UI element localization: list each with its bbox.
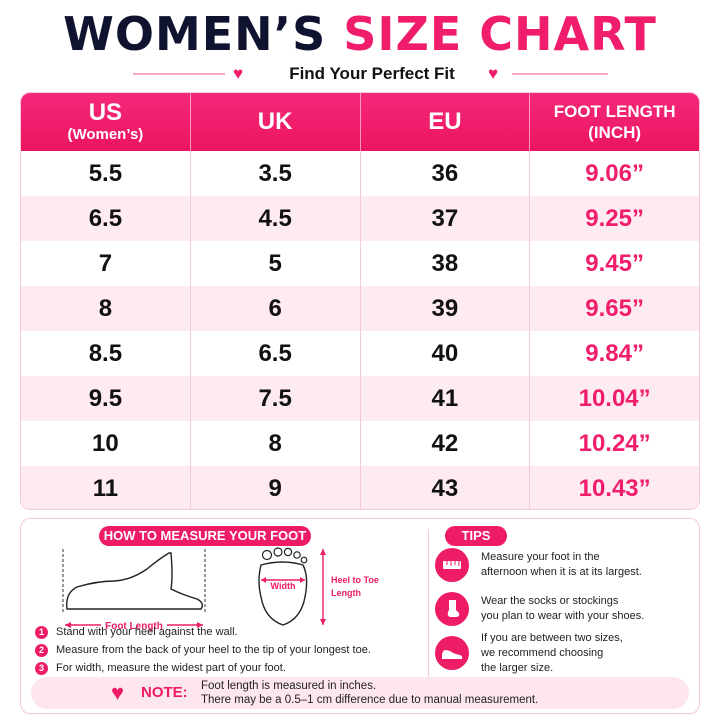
info-panel: HOW TO MEASURE YOUR FOOT TIPS Foot Lengt… <box>20 518 700 714</box>
measure-title: HOW TO MEASURE YOUR FOOT <box>99 526 311 546</box>
tip-text: Wear the socks or stockings you plan to … <box>481 595 645 622</box>
step-number: 3 <box>35 661 48 675</box>
step-text: For width, measure the widest part of yo… <box>56 662 286 674</box>
step-number: 2 <box>35 643 48 657</box>
tip-item: If you are between two sizes, we recomme… <box>435 631 695 674</box>
list-item: 1 Stand with your heel against the wall. <box>35 623 420 641</box>
tip-item: Measure your foot in the afternoon when … <box>435 545 695 585</box>
heel-to-toe-label: Heel to Toe <box>331 575 379 585</box>
table-cell: 7.5 <box>191 376 361 421</box>
heel-to-toe-label-2: Length <box>331 588 361 598</box>
table-cell: 8 <box>191 421 361 466</box>
table-cell: 9.45” <box>585 249 644 277</box>
header-foot-length-label: FOOT LENGTH <box>553 102 676 121</box>
subtitle-bar: ♥ Find Your Perfect Fit ♥ <box>0 62 720 86</box>
ruler-icon <box>435 548 469 582</box>
table-row: 10 8 42 10.24” <box>21 421 699 466</box>
table-cell: 10.43” <box>578 474 651 502</box>
table-cell: 39 <box>361 286 531 331</box>
heart-icon: ♥ <box>488 64 499 83</box>
note-bar: ♥ NOTE: Foot length is measured in inche… <box>31 677 689 709</box>
subtitle: Find Your Perfect Fit <box>289 64 455 83</box>
measure-diagram: Foot Length Width Heel to Toe Length <box>62 547 379 632</box>
table-cell: 6.5 <box>21 196 191 241</box>
tip-text: Measure your foot in the afternoon when … <box>481 551 642 578</box>
table-cell: 5 <box>191 241 361 286</box>
table-row: 8.5 6.5 40 9.84” <box>21 331 699 376</box>
table-cell: 10 <box>21 421 191 466</box>
header-eu-label: EU <box>428 108 462 135</box>
table-row: 5.5 3.5 36 9.06” <box>21 151 699 196</box>
table-cell: 9 <box>191 466 361 509</box>
header-us-sub: (Women’s) <box>67 126 144 143</box>
table-row: 11 9 43 10.43” <box>21 466 699 509</box>
table-cell: 10.24” <box>578 429 651 457</box>
table-row: 6.5 4.5 37 9.25” <box>21 196 699 241</box>
step-text: Measure from the back of your heel to th… <box>56 644 371 656</box>
table-cell: 9.65” <box>585 294 644 322</box>
measure-steps: 1 Stand with your heel against the wall.… <box>35 623 420 677</box>
table-cell: 7 <box>21 241 191 286</box>
title-womens: WOMEN’S <box>63 7 327 61</box>
foot-top-icon: Width Heel to Toe Length <box>258 547 379 626</box>
header-us: US (Women’s) <box>21 93 191 151</box>
foot-length-label: Foot Length <box>105 621 163 632</box>
table-cell: 6.5 <box>191 331 361 376</box>
table-cell: 42 <box>361 421 531 466</box>
table-cell: 9.84” <box>585 339 644 367</box>
header-eu: EU <box>361 93 531 151</box>
list-item: 2 Measure from the back of your heel to … <box>35 641 420 659</box>
width-label: Width <box>271 581 296 591</box>
table-cell: 9.5 <box>21 376 191 421</box>
step-text: Stand with your heel against the wall. <box>56 626 238 638</box>
header-foot-length: FOOT LENGTH (INCH) <box>530 93 699 151</box>
table-cell: 9.06” <box>585 159 644 187</box>
table-cell: 10.04” <box>578 384 651 412</box>
table-header: US (Women’s) UK EU FOOT LENGTH (INCH) <box>21 93 699 151</box>
table-cell: 8 <box>21 286 191 331</box>
tip-item: Wear the socks or stockings you plan to … <box>435 589 695 629</box>
divider-left <box>133 73 225 75</box>
note-text: Foot length is measured in inches. There… <box>201 680 539 706</box>
header-uk-label: UK <box>257 108 293 135</box>
step-number: 1 <box>35 625 48 639</box>
table-cell: 9.25” <box>585 204 644 232</box>
note-label: NOTE: <box>141 684 188 701</box>
sock-icon <box>435 592 469 626</box>
tip-text: If you are between two sizes, we recomme… <box>481 631 623 674</box>
foot-side-icon: Foot Length <box>62 549 206 632</box>
header-uk: UK <box>191 93 361 151</box>
table-cell: 3.5 <box>191 151 361 196</box>
table-cell: 8.5 <box>21 331 191 376</box>
header-us-label: US <box>88 99 123 126</box>
page-title: WOMEN’S SIZE CHART <box>0 6 720 62</box>
table-cell: 37 <box>361 196 531 241</box>
header-foot-length-sub: (INCH) <box>588 123 642 142</box>
divider-right <box>512 73 608 75</box>
table-cell: 41 <box>361 376 531 421</box>
table-body: 5.5 3.5 36 9.06” 6.5 4.5 37 9.25” 7 5 38 9.45” 8 6 39 9… <box>21 151 699 509</box>
table-row: 8 6 39 9.65” <box>21 286 699 331</box>
table-cell: 40 <box>361 331 531 376</box>
shoe-icon <box>435 636 469 670</box>
size-table: US (Women’s) UK EU FOOT LENGTH (INCH) 5.… <box>20 92 700 510</box>
panel-divider <box>428 529 429 679</box>
table-cell: 43 <box>361 466 531 509</box>
table-cell: 11 <box>21 466 191 509</box>
table-row: 9.5 7.5 41 10.04” <box>21 376 699 421</box>
heart-icon: ♥ <box>233 64 244 83</box>
tips-title: TIPS <box>445 526 507 546</box>
title-size-chart: SIZE CHART <box>343 7 657 61</box>
table-cell: 6 <box>191 286 361 331</box>
table-cell: 5.5 <box>21 151 191 196</box>
table-cell: 38 <box>361 241 531 286</box>
list-item: 3 For width, measure the widest part of … <box>35 659 420 677</box>
heart-icon: ♥ <box>111 680 125 705</box>
table-row: 7 5 38 9.45” <box>21 241 699 286</box>
table-cell: 36 <box>361 151 531 196</box>
table-cell: 4.5 <box>191 196 361 241</box>
